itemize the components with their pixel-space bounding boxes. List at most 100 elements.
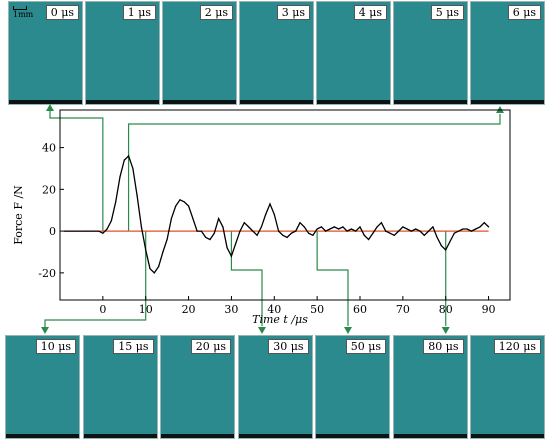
substrate-base bbox=[9, 100, 82, 104]
substrate-base bbox=[240, 100, 313, 104]
substrate-base bbox=[86, 100, 159, 104]
top-frame: 1 μs bbox=[85, 1, 160, 105]
arrowhead bbox=[258, 327, 266, 334]
arrowhead bbox=[344, 327, 352, 334]
arrowhead bbox=[441, 327, 450, 334]
substrate-base bbox=[471, 100, 544, 104]
force-data-point bbox=[359, 226, 361, 228]
force-data-point bbox=[308, 232, 310, 234]
connector-arrow bbox=[316, 231, 349, 326]
y-tick-label: -20 bbox=[38, 267, 56, 280]
frame-time-label: 5 μs bbox=[430, 5, 464, 20]
substrate-base bbox=[238, 434, 312, 438]
force-data-point bbox=[222, 226, 224, 228]
force-data-point bbox=[136, 195, 138, 197]
force-data-point bbox=[423, 234, 425, 236]
force-data-point bbox=[368, 238, 370, 241]
frame-time-label: 15 μs bbox=[113, 339, 154, 354]
x-tick-label: 20 bbox=[182, 303, 196, 316]
frame-time-label: 50 μs bbox=[345, 339, 386, 354]
force-data-point bbox=[432, 226, 434, 228]
force-data-point bbox=[376, 226, 378, 228]
arrowhead bbox=[496, 106, 504, 113]
top-frame: 4 μs bbox=[316, 1, 391, 105]
frame-time-label: 4 μs bbox=[353, 5, 387, 20]
force-data-point bbox=[470, 230, 472, 232]
substrate-base bbox=[163, 100, 236, 104]
x-tick-label: 0 bbox=[99, 303, 106, 316]
y-tick-label: 0 bbox=[49, 225, 56, 238]
x-tick-label: 30 bbox=[224, 303, 238, 316]
force-data-point bbox=[175, 205, 177, 207]
x-tick-label: 90 bbox=[482, 303, 496, 316]
force-series-line bbox=[64, 154, 490, 274]
force-data-point bbox=[269, 203, 271, 205]
force-data-point bbox=[389, 232, 391, 234]
force-data-point bbox=[372, 232, 374, 234]
substrate-base bbox=[317, 100, 390, 104]
force-data-point bbox=[475, 228, 477, 230]
force-data-point bbox=[410, 230, 412, 232]
force-data-point bbox=[440, 245, 442, 247]
force-data-point bbox=[415, 228, 417, 230]
x-tick-label: 70 bbox=[396, 303, 410, 316]
plot-area bbox=[63, 154, 490, 274]
bottom-frame: 80 μs bbox=[392, 335, 468, 439]
force-data-point bbox=[488, 226, 490, 228]
force-data-point bbox=[320, 226, 322, 228]
connector-arrow bbox=[44, 231, 147, 328]
force-data-point bbox=[333, 226, 335, 228]
force-data-point bbox=[153, 272, 155, 274]
substrate-base bbox=[83, 434, 157, 438]
force-data-point bbox=[363, 234, 365, 236]
x-tick-label: 40 bbox=[267, 303, 281, 316]
force-data-point bbox=[342, 226, 344, 228]
connector-arrow bbox=[230, 231, 263, 326]
substrate-base bbox=[471, 434, 544, 438]
frame-time-label: 10 μs bbox=[35, 339, 76, 354]
force-data-point bbox=[462, 228, 464, 230]
force-data-point bbox=[128, 155, 130, 157]
force-data-point bbox=[466, 228, 468, 230]
force-data-point bbox=[110, 220, 112, 222]
arrowhead bbox=[41, 327, 49, 334]
x-axis-label: Time t /μs bbox=[252, 313, 308, 326]
force-data-point bbox=[260, 226, 262, 228]
force-data-point bbox=[273, 213, 275, 215]
force-data-point bbox=[380, 222, 382, 224]
force-data-point bbox=[213, 232, 215, 234]
force-data-point bbox=[209, 238, 211, 241]
scale-bar-label: 1mm bbox=[13, 10, 34, 19]
x-tick-label: 50 bbox=[310, 303, 324, 316]
substrate-base bbox=[394, 100, 467, 104]
force-data-point bbox=[115, 201, 117, 203]
force-data-point bbox=[252, 230, 254, 232]
force-data-point bbox=[166, 238, 168, 241]
force-data-point bbox=[402, 226, 404, 228]
force-data-point bbox=[316, 228, 318, 230]
bottom-frame: 120 μs bbox=[470, 335, 545, 439]
force-data-point bbox=[85, 230, 87, 232]
force-data-point bbox=[453, 232, 455, 234]
force-data-point bbox=[483, 222, 485, 224]
x-tick-label: 80 bbox=[439, 303, 453, 316]
force-data-point bbox=[132, 167, 134, 170]
force-data-point bbox=[355, 230, 357, 232]
bottom-frame: 20 μs bbox=[160, 335, 235, 439]
bottom-frame: 30 μs bbox=[237, 335, 313, 439]
force-data-point bbox=[350, 228, 352, 230]
arrowhead bbox=[46, 104, 54, 111]
force-data-point bbox=[385, 230, 387, 232]
top-frame: 6 μs bbox=[470, 1, 545, 105]
force-data-point bbox=[398, 230, 400, 232]
x-tick-label: 10 bbox=[139, 303, 153, 316]
force-data-point bbox=[325, 230, 327, 232]
force-data-point bbox=[149, 268, 151, 270]
substrate-base bbox=[161, 434, 234, 438]
force-data-point bbox=[295, 230, 297, 232]
force-data-point bbox=[230, 255, 232, 257]
frame-time-label: 3 μs bbox=[276, 5, 310, 20]
force-data-point bbox=[243, 222, 245, 224]
connector-arrow bbox=[49, 108, 104, 232]
force-data-point bbox=[393, 234, 395, 236]
